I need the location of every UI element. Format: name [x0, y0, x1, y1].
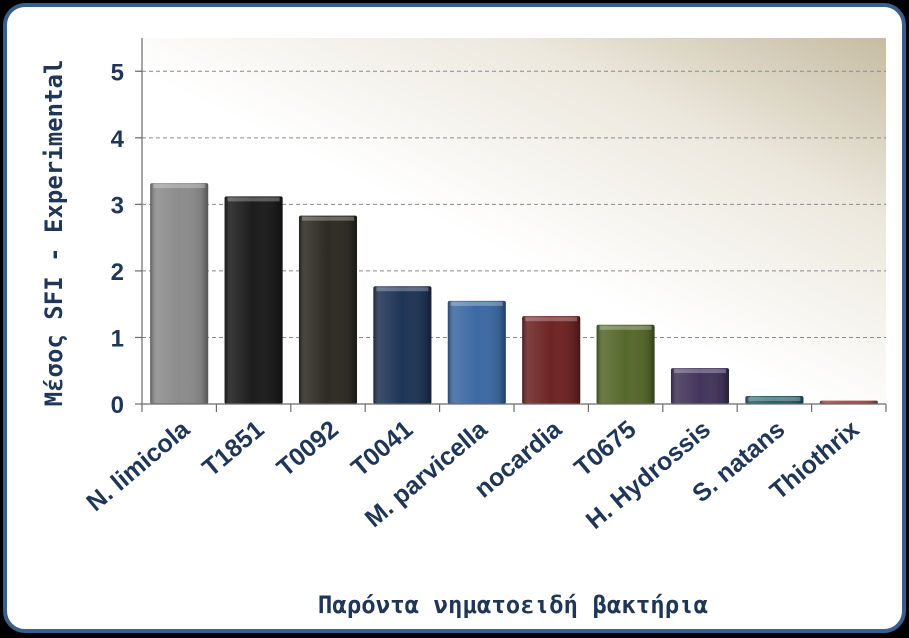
x-tick-label: N. limicola [81, 414, 196, 517]
bar-top-bevel [376, 287, 429, 292]
bar-h-hydrossis [670, 368, 730, 404]
chart-frame: 0 1 2 3 4 5 N. limicola T1851 T0092 T0041 M. parv… [3, 3, 906, 633]
bar-top-bevel [748, 397, 801, 402]
y-tick-label: 1 [111, 325, 124, 352]
bar-t0675 [596, 324, 655, 404]
bar-t0092 [298, 215, 358, 404]
bar-shine [522, 316, 581, 404]
y-tick-label: 2 [111, 259, 124, 286]
bar-shine [224, 196, 283, 404]
bar-t0041 [373, 286, 432, 404]
y-tick-label: 0 [111, 392, 124, 419]
bar-t1851 [224, 196, 283, 404]
bar-shine [150, 183, 209, 404]
bar-nocardia [522, 316, 581, 404]
bar-top-bevel [227, 197, 280, 202]
x-tick-label: T0092 [272, 415, 344, 482]
bars-group [150, 183, 878, 404]
y-tick-label: 3 [111, 192, 124, 219]
bar-shine [670, 368, 730, 404]
bar-s-natans [745, 396, 804, 404]
bar-shine [298, 215, 358, 404]
x-axis-title: Παρόντα νηματοειδή βακτήρια [318, 591, 708, 619]
bar-top-bevel [450, 301, 503, 306]
gridlines [142, 70, 886, 338]
bar-shine [819, 400, 878, 404]
bar-shine [447, 300, 506, 404]
bar-top-bevel [673, 369, 727, 374]
y-ticks: 0 1 2 3 4 5 [111, 59, 887, 419]
bar-shine [596, 324, 655, 404]
bar-shine [745, 396, 804, 404]
bar-top-bevel [525, 317, 578, 322]
bar-top-bevel [599, 325, 652, 330]
bar-n-limicola [150, 183, 209, 404]
bar-thiothrix [819, 400, 878, 404]
y-tick-label: 5 [111, 59, 124, 86]
bar-top-bevel [301, 216, 355, 221]
y-axis-title: Μέσος SFI - Experimental [40, 60, 68, 407]
bar-top-bevel [153, 184, 206, 189]
bar-shine [373, 286, 432, 404]
bar-m-parvicella [447, 300, 506, 404]
x-tick-label: T1851 [197, 415, 269, 482]
y-tick-label: 4 [111, 126, 125, 153]
